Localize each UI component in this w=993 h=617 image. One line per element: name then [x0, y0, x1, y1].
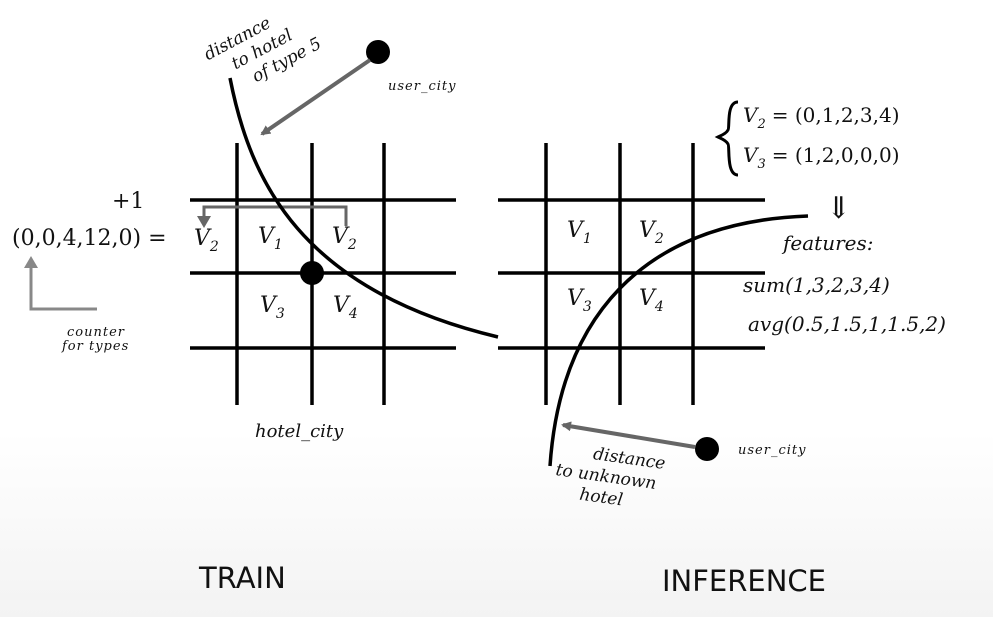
train-user-label: user_city — [388, 79, 456, 94]
train-axis-label: hotel_city — [255, 421, 344, 442]
train-cell-v3: V3 — [260, 293, 285, 322]
train-plus-one: +1 — [112, 189, 144, 214]
inference-cell-v1: V1 — [567, 218, 592, 247]
inference-feature-sum: sum(1,3,2,3,4) — [743, 273, 890, 297]
train-increment-arrowhead — [197, 216, 211, 228]
inference-features-label: features: — [781, 231, 873, 255]
inference-curve-label: distance to unknown hotel — [554, 444, 666, 510]
inference-user-label: user_city — [738, 443, 806, 458]
inference-distance-arrow — [561, 421, 696, 449]
inference-feature-avg: avg(0.5,1.5,1,1.5,2) — [748, 312, 946, 336]
train-distance-curve — [228, 77, 499, 339]
train-increment-bracket — [202, 205, 348, 226]
inference-vector-v3: V3 = (1,2,0,0,0) — [743, 143, 900, 172]
train-user-point — [366, 40, 390, 64]
train-counter-vector: (0,0,4,12,0) = — [12, 226, 167, 251]
inference-heading: INFERENCE — [662, 564, 826, 598]
train-counter-label-line2: for types — [61, 339, 129, 354]
train-counter-target: V2 — [194, 226, 219, 255]
counter-axis-arrowhead-icon — [24, 256, 38, 268]
vector-brace-icon — [714, 100, 739, 177]
train-panel: V1 V2 V3 V4 +1 (0,0,4,12,0) = V2 counter… — [12, 13, 499, 442]
inference-grid — [498, 143, 765, 405]
train-cell-v1: V1 — [258, 224, 283, 253]
inference-cell-v3: V3 — [567, 286, 592, 315]
train-distance-arrow — [260, 58, 372, 136]
train-hotel-point — [300, 261, 324, 285]
inference-user-point — [695, 437, 719, 461]
train-counter-label-line1: counter — [67, 325, 125, 340]
train-heading: TRAIN — [198, 561, 286, 595]
inference-panel: V1 V2 V3 V4 user_city distance to unknow… — [498, 100, 946, 510]
inference-distance-curve — [548, 214, 809, 467]
implies-arrow-icon: ⇓ — [826, 191, 851, 226]
train-curve-label: distance to hotel of type 5 — [201, 13, 325, 87]
train-cell-v4: V4 — [333, 293, 358, 322]
train-cell-v2: V2 — [332, 224, 357, 253]
inference-cell-v4: V4 — [639, 286, 664, 315]
inference-vector-v2: V2 = (0,1,2,3,4) — [743, 103, 900, 132]
counter-axis-icon — [29, 266, 97, 311]
inference-cell-v2: V2 — [639, 218, 664, 247]
